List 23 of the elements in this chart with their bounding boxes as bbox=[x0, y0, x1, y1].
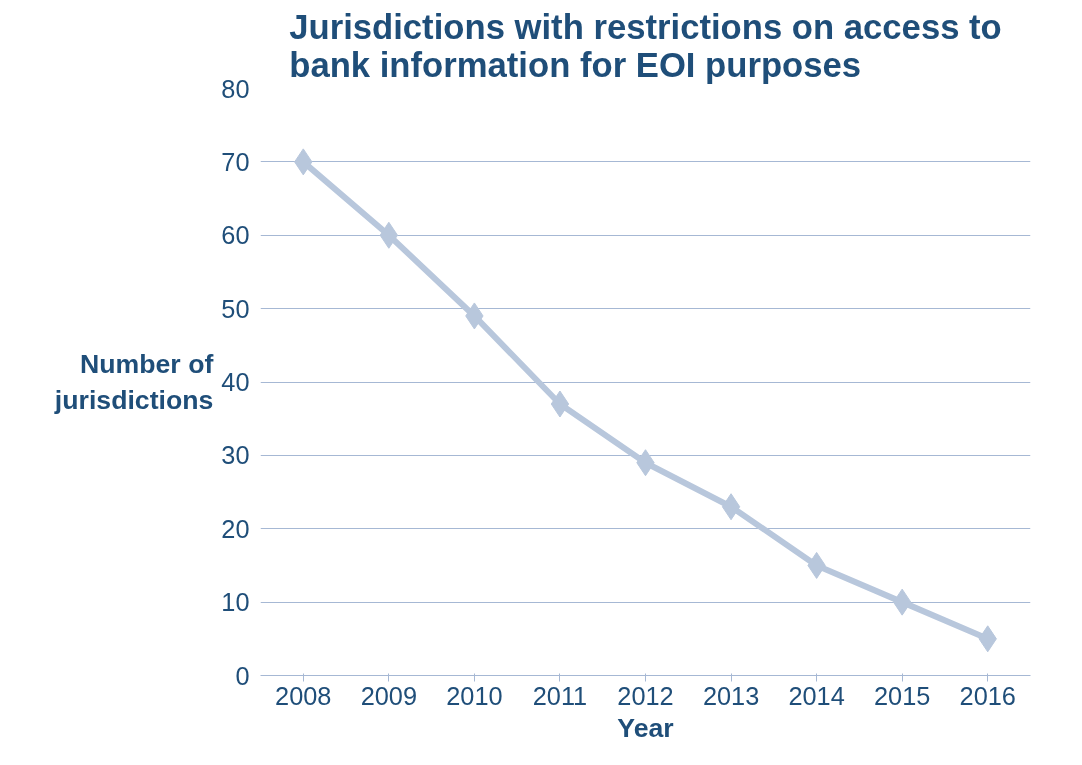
y-tick-label: 10 bbox=[221, 588, 250, 617]
point bbox=[550, 390, 570, 418]
x-tick-label: 2013 bbox=[702, 681, 760, 710]
x-tick-label: 2010 bbox=[446, 681, 503, 710]
y-tick-label: 30 bbox=[221, 441, 250, 470]
y-tick-label: 40 bbox=[221, 368, 250, 396]
y-tick-label: 80 bbox=[221, 74, 250, 103]
x-tick-label: 2008 bbox=[275, 681, 332, 710]
y-tick-label: 50 bbox=[221, 294, 250, 323]
x-tick-label: 2011 bbox=[532, 681, 588, 710]
x-tick-label: 2015 bbox=[873, 681, 931, 710]
y-tick-label: 70 bbox=[221, 147, 250, 176]
x-axis-title: Year bbox=[617, 712, 674, 743]
y-tick-label: 0 bbox=[235, 661, 250, 690]
y-tick-label: 60 bbox=[221, 221, 250, 250]
x-tick-label: 2012 bbox=[617, 681, 674, 710]
x-tick-label: 2014 bbox=[788, 681, 845, 710]
y-axis-title: Number of jurisdictions bbox=[53, 349, 214, 415]
point bbox=[721, 493, 741, 521]
x-tick-label: 2016 bbox=[959, 681, 1016, 710]
x-tick-label: 2009 bbox=[360, 681, 418, 710]
y-tick-label: 20 bbox=[221, 514, 250, 543]
chart-title: Jurisdictions with restrictions on access to bank information for EOI purposes bbox=[289, 7, 1002, 84]
